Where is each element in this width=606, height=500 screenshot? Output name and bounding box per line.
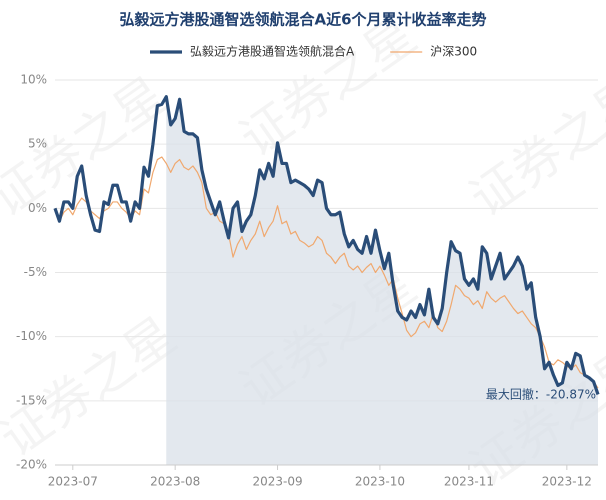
series-line <box>54 156 599 389</box>
y-tick-label: 10% <box>20 73 47 87</box>
x-tick-label: 2023-09 <box>252 475 302 489</box>
y-tick-label: 5% <box>28 137 47 151</box>
y-tick-label: 0% <box>28 201 47 215</box>
watermark: 证券之星 <box>459 66 606 228</box>
x-tick-label: 2023-08 <box>150 475 200 489</box>
chart-title: 弘毅远方港股通智选领航混合A近6个月累计收益率走势 <box>119 11 486 29</box>
x-tick-label: 2023-07 <box>48 475 98 489</box>
x-tick-label: 2023-12 <box>542 475 592 489</box>
y-tick-label: -20% <box>16 458 47 472</box>
drawdown-area <box>166 96 598 465</box>
x-tick-label: 2023-11 <box>444 475 494 489</box>
legend-label: 弘毅远方港股通智选领航混合A <box>190 44 355 59</box>
series-line <box>53 95 600 395</box>
legend-label: 沪深300 <box>430 45 477 59</box>
annotation: 最大回撤：-20.87% <box>486 387 596 402</box>
y-tick-label: -5% <box>24 265 47 279</box>
x-tick-label: 2023-10 <box>355 475 405 489</box>
y-tick-label: -15% <box>16 393 47 407</box>
y-tick-label: -10% <box>16 329 47 343</box>
